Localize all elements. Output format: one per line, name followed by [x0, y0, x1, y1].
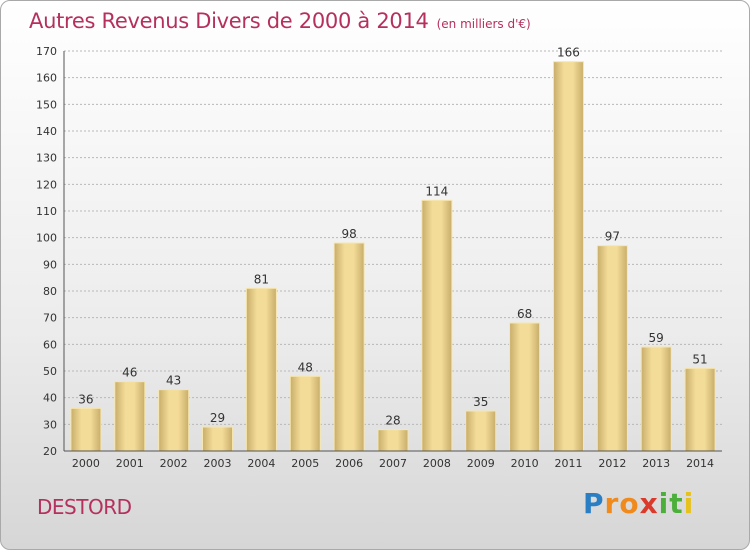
value-label: 98	[341, 227, 356, 241]
x-tick-label: 2004	[247, 457, 275, 470]
x-tick-label: 2012	[598, 457, 626, 470]
value-label: 48	[298, 360, 313, 374]
value-label: 68	[517, 307, 532, 321]
y-tick-label: 40	[43, 392, 57, 405]
bar	[158, 389, 190, 452]
logo-letter: x	[639, 487, 659, 520]
y-tick-label: 20	[43, 445, 57, 458]
y-tick-label: 70	[43, 312, 57, 325]
y-tick-label: 100	[36, 232, 57, 245]
chart-title: Autres Revenus Divers de 2000 à 2014	[29, 9, 429, 33]
logo-letter: t	[669, 487, 684, 520]
value-label: 59	[649, 331, 664, 345]
y-tick-label: 160	[36, 72, 57, 85]
value-label: 43	[166, 374, 181, 388]
x-tick-label: 2007	[379, 457, 407, 470]
logo-letter: o	[619, 487, 640, 520]
value-label: 166	[557, 46, 580, 60]
y-tick-label: 30	[43, 418, 57, 431]
x-tick-label: 2000	[72, 457, 100, 470]
x-tick-label: 2011	[554, 457, 582, 470]
x-tick-label: 2014	[686, 457, 714, 470]
value-label: 114	[425, 184, 448, 198]
y-tick-label: 140	[36, 125, 57, 138]
bar	[596, 245, 628, 452]
value-label: 35	[473, 395, 488, 409]
y-tick-label: 150	[36, 98, 57, 111]
value-label: 81	[254, 272, 269, 286]
x-tick-label: 2010	[511, 457, 539, 470]
bar	[684, 367, 716, 452]
bar	[202, 426, 234, 452]
y-tick-label: 60	[43, 338, 57, 351]
logo-letter: i	[683, 487, 695, 520]
bar	[114, 381, 146, 452]
x-tick-label: 2009	[467, 457, 495, 470]
y-tick-label: 170	[36, 45, 57, 58]
y-tick-label: 110	[36, 205, 57, 218]
bar	[421, 199, 453, 452]
x-tick-label: 2006	[335, 457, 363, 470]
bar	[70, 407, 102, 452]
x-tick-label: 2013	[642, 457, 670, 470]
bar	[333, 242, 365, 452]
proxiti-logo: Proxiti	[583, 487, 694, 520]
y-tick-label: 120	[36, 178, 57, 191]
x-tick-label: 2002	[160, 457, 188, 470]
value-label: 28	[385, 414, 400, 428]
y-tick-label: 50	[43, 365, 57, 378]
y-tick-label: 130	[36, 152, 57, 165]
value-label: 51	[692, 352, 707, 366]
bar	[552, 61, 584, 452]
value-label: 36	[78, 392, 93, 406]
y-tick-label: 80	[43, 285, 57, 298]
bar	[245, 287, 277, 452]
x-tick-label: 2005	[291, 457, 319, 470]
title-row: Autres Revenus Divers de 2000 à 2014 (en …	[29, 9, 531, 33]
bar	[377, 429, 409, 452]
x-tick-label: 2001	[116, 457, 144, 470]
logo-letter: P	[583, 487, 605, 520]
commune-name: DESTORD	[37, 495, 132, 519]
x-tick-label: 2008	[423, 457, 451, 470]
bar	[640, 346, 672, 452]
bar	[289, 375, 321, 452]
x-tick-label: 2003	[204, 457, 232, 470]
logo-letter: i	[658, 487, 670, 520]
chart-unit: (en milliers d'€)	[436, 17, 531, 31]
y-tick-label: 90	[43, 258, 57, 271]
value-label: 46	[122, 366, 137, 380]
value-label: 29	[210, 411, 225, 425]
value-label: 97	[605, 230, 620, 244]
logo-letter: r	[604, 487, 620, 520]
bar	[465, 410, 497, 452]
bar	[509, 322, 541, 452]
